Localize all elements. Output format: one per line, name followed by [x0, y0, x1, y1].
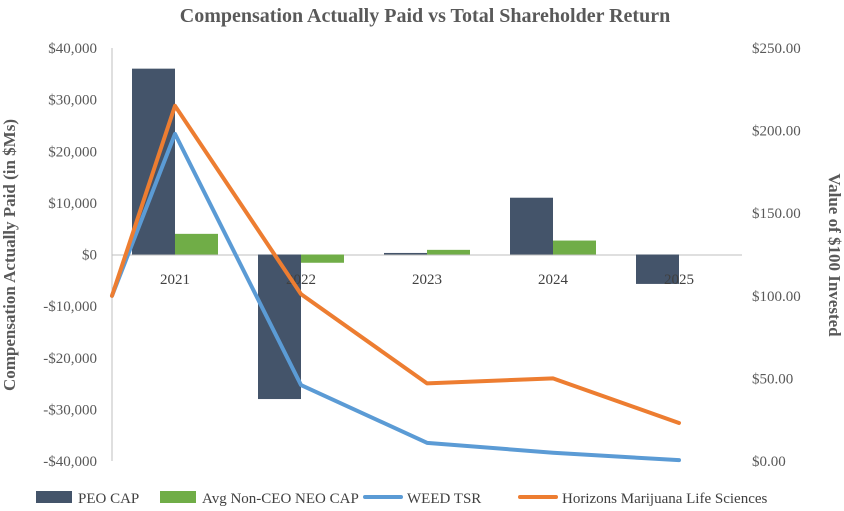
legend-swatch — [160, 491, 196, 503]
bar — [510, 197, 553, 255]
legend-label: PEO CAP — [78, 491, 139, 507]
category-label: 2021 — [160, 272, 190, 288]
series-line — [110, 131, 681, 463]
left-tick-label: $20,000 — [48, 144, 97, 160]
right-tick-label: $0.00 — [752, 454, 786, 470]
left-tick-label: $40,000 — [48, 41, 97, 57]
left-axis-label: Compensation Actually Paid (in $Ms) — [0, 119, 19, 391]
left-tick-label: -$30,000 — [43, 402, 97, 418]
legend-label: Avg Non-CEO NEO CAP — [202, 491, 359, 507]
legend-label: Horizons Marijuana Life Sciences — [562, 491, 768, 507]
bar — [636, 254, 679, 284]
left-tick-label: -$40,000 — [43, 454, 97, 470]
right-tick-label: $100.00 — [752, 289, 801, 305]
bar — [553, 240, 596, 255]
bar — [384, 252, 427, 255]
legend-label: WEED TSR — [407, 491, 481, 507]
left-tick-label: $0 — [82, 248, 97, 264]
series-line — [110, 103, 681, 426]
left-tick-label: $10,000 — [48, 196, 97, 212]
left-tick-label: -$10,000 — [43, 299, 97, 315]
category-label: 2023 — [412, 272, 442, 288]
right-axis-label: Value of $100 Invested — [825, 173, 844, 337]
right-tick-label: $250.00 — [752, 41, 801, 57]
bar — [427, 249, 470, 255]
bar — [301, 254, 344, 263]
right-tick-label: $150.00 — [752, 206, 801, 222]
bar — [175, 233, 218, 255]
chart-title: Compensation Actually Paid vs Total Shar… — [180, 5, 670, 27]
category-label: 2025 — [664, 272, 694, 288]
legend-swatch — [36, 491, 72, 503]
left-tick-label: $30,000 — [48, 93, 97, 109]
category-label: 2024 — [538, 272, 569, 288]
right-tick-label: $50.00 — [752, 371, 793, 387]
left-tick-label: -$20,000 — [43, 351, 97, 367]
right-tick-label: $200.00 — [752, 124, 801, 140]
